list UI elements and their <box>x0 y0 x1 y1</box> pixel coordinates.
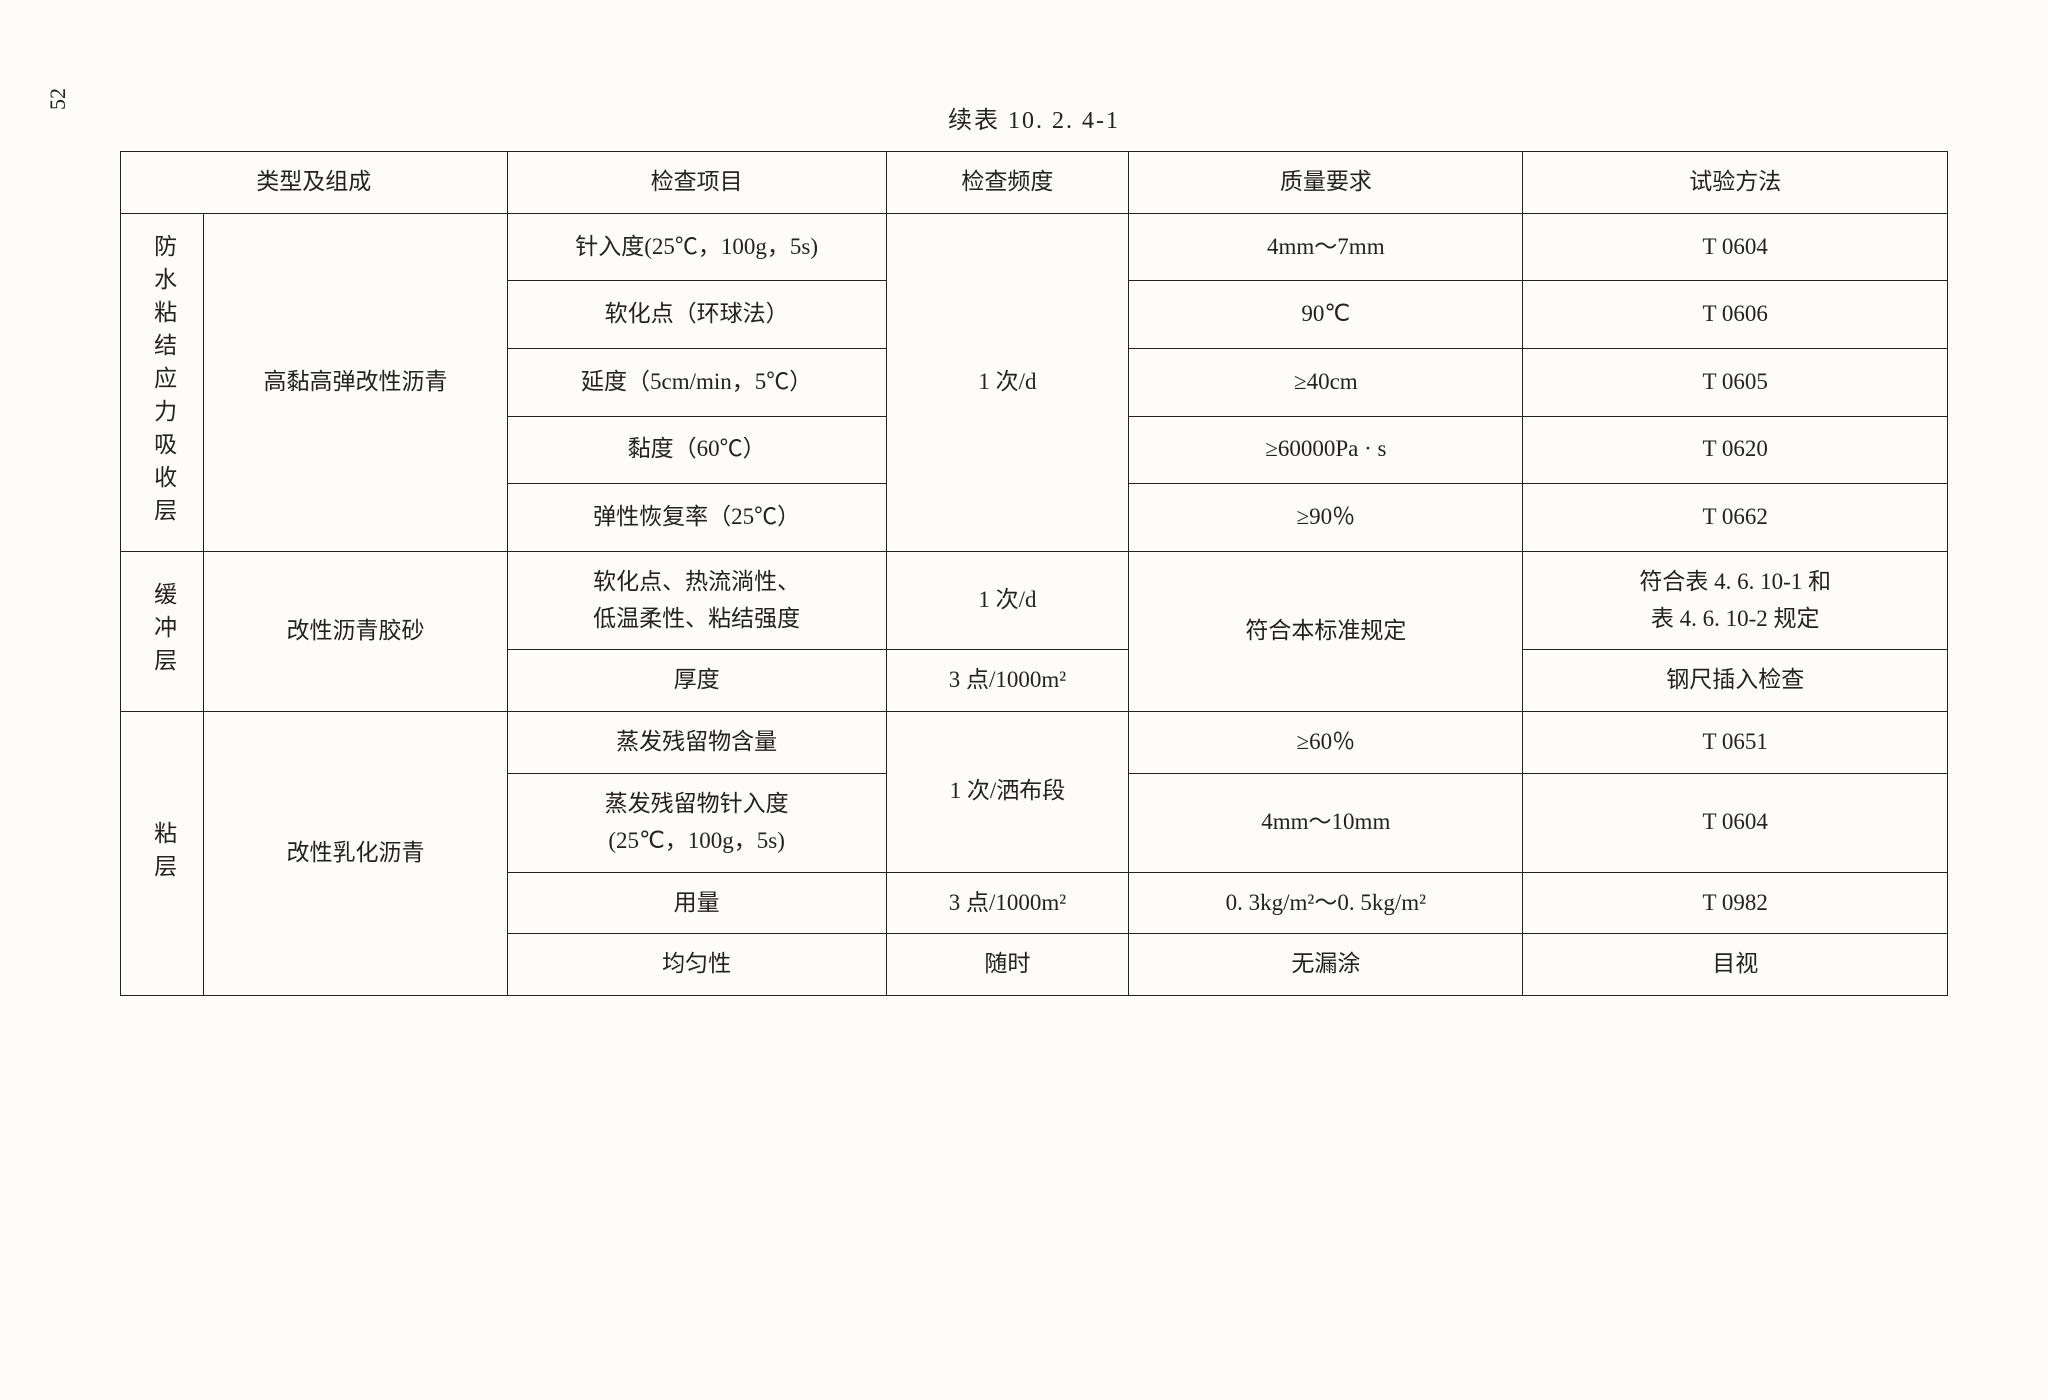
cell-method: 钢尺插入检查 <box>1523 650 1948 712</box>
cell-quality: 4mm～10mm <box>1129 773 1523 872</box>
table-row: 粘层 改性乳化沥青 蒸发残留物含量 1 次/洒布段 ≥60％ T 0651 <box>121 712 1948 774</box>
cell-frequency: 3 点/1000m² <box>886 872 1129 934</box>
cell-method: 符合表 4. 6. 10-1 和 表 4. 6. 10-2 规定 <box>1523 551 1948 650</box>
cell-check-item: 针入度(25℃，100g，5s) <box>507 213 886 281</box>
cell-method: T 0662 <box>1523 484 1948 552</box>
table-title: 续表 10. 2. 4-1 <box>120 100 1948 135</box>
section1-group-label: 防水粘结应力吸收层 <box>121 213 204 551</box>
table-header-row: 类型及组成 检查项目 检查频度 质量要求 试验方法 <box>121 152 1948 214</box>
cell-check-item: 均匀性 <box>507 934 886 996</box>
cell-quality: 90℃ <box>1129 281 1523 349</box>
cell-check-item: 蒸发残留物针入度 (25℃，100g，5s) <box>507 773 886 872</box>
cell-check-item: 软化点、热流淌性、 低温柔性、粘结强度 <box>507 551 886 650</box>
table-row: 防水粘结应力吸收层 高黏高弹改性沥青 针入度(25℃，100g，5s) 1 次/… <box>121 213 1948 281</box>
cell-frequency: 1 次/d <box>886 551 1129 650</box>
cell-quality: ≥40cm <box>1129 348 1523 416</box>
cell-check-item: 黏度（60℃） <box>507 416 886 484</box>
header-quality: 质量要求 <box>1129 152 1523 214</box>
cell-quality: ≥90％ <box>1129 484 1523 552</box>
section3-group-label: 粘层 <box>121 712 204 996</box>
cell-method: T 0606 <box>1523 281 1948 349</box>
cell-method: T 0620 <box>1523 416 1948 484</box>
cell-method: 目视 <box>1523 934 1948 996</box>
header-frequency: 检查频度 <box>886 152 1129 214</box>
content-wrapper: 续表 10. 2. 4-1 类型及组成 检查项目 检查频度 质量要求 试验方法 … <box>120 100 1948 996</box>
cell-check-item: 厚度 <box>507 650 886 712</box>
cell-quality: 4mm～7mm <box>1129 213 1523 281</box>
cell-quality: 0. 3kg/m²～0. 5kg/m² <box>1129 872 1523 934</box>
section3-frequency-merged: 1 次/洒布段 <box>886 712 1129 872</box>
header-type-composition: 类型及组成 <box>121 152 508 214</box>
cell-method: T 0605 <box>1523 348 1948 416</box>
cell-check-item: 软化点（环球法） <box>507 281 886 349</box>
section3-composition: 改性乳化沥青 <box>204 712 507 996</box>
cell-method: T 0651 <box>1523 712 1948 774</box>
cell-check-item: 延度（5cm/min，5℃） <box>507 348 886 416</box>
cell-check-item: 用量 <box>507 872 886 934</box>
header-method: 试验方法 <box>1523 152 1948 214</box>
cell-method: T 0604 <box>1523 773 1948 872</box>
table-row: 缓冲层 改性沥青胶砂 软化点、热流淌性、 低温柔性、粘结强度 1 次/d 符合本… <box>121 551 1948 650</box>
cell-method: T 0604 <box>1523 213 1948 281</box>
cell-method: T 0982 <box>1523 872 1948 934</box>
section2-quality: 符合本标准规定 <box>1129 551 1523 711</box>
cell-frequency: 3 点/1000m² <box>886 650 1129 712</box>
section2-composition: 改性沥青胶砂 <box>204 551 507 711</box>
cell-quality: ≥60％ <box>1129 712 1523 774</box>
cell-quality: 无漏涂 <box>1129 934 1523 996</box>
section1-composition: 高黏高弹改性沥青 <box>204 213 507 551</box>
cell-quality: ≥60000Pa · s <box>1129 416 1523 484</box>
cell-check-item: 弹性恢复率（25℃） <box>507 484 886 552</box>
cell-frequency: 随时 <box>886 934 1129 996</box>
page-number: 52 <box>45 88 71 110</box>
specification-table: 类型及组成 检查项目 检查频度 质量要求 试验方法 防水粘结应力吸收层 高黏高弹… <box>120 151 1948 996</box>
header-check-item: 检查项目 <box>507 152 886 214</box>
cell-check-item: 蒸发残留物含量 <box>507 712 886 774</box>
section1-frequency: 1 次/d <box>886 213 1129 551</box>
section2-group-label: 缓冲层 <box>121 551 204 711</box>
